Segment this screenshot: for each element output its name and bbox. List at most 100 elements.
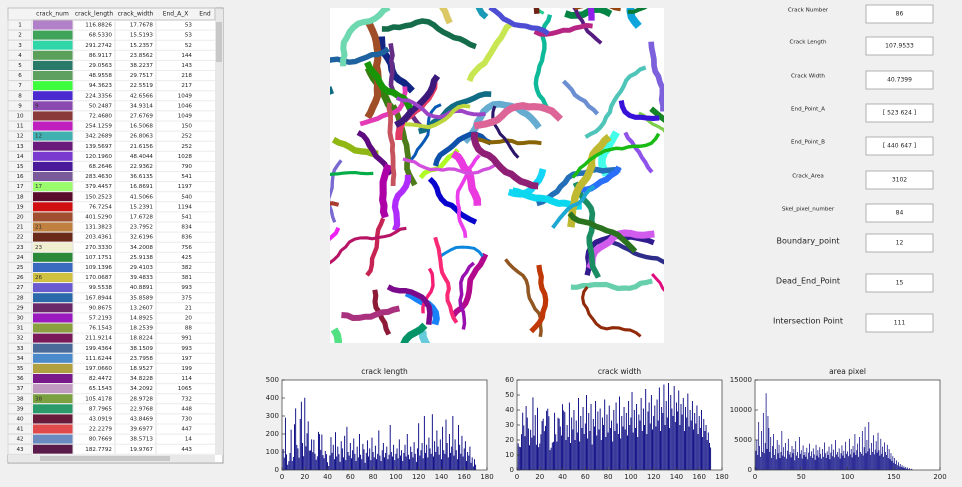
bar bbox=[861, 453, 862, 470]
bar bbox=[850, 449, 852, 470]
cell-length: 379.4457 bbox=[85, 184, 112, 190]
x-tick-label: 40 bbox=[558, 473, 567, 481]
cell-length: 131.3823 bbox=[85, 225, 112, 231]
bar bbox=[549, 450, 551, 470]
bar bbox=[329, 455, 331, 470]
bar bbox=[305, 446, 307, 470]
bar bbox=[761, 431, 762, 470]
field-box[interactable] bbox=[865, 273, 934, 293]
row-number: 4 bbox=[18, 53, 22, 59]
bar bbox=[312, 452, 314, 470]
bar bbox=[638, 414, 640, 470]
bar bbox=[317, 431, 319, 470]
bar bbox=[365, 452, 367, 470]
bar bbox=[330, 437, 332, 470]
bar bbox=[463, 448, 465, 470]
bar bbox=[769, 452, 771, 470]
color-swatch bbox=[33, 192, 73, 202]
bar bbox=[466, 461, 467, 470]
vertical-scrollbar[interactable] bbox=[215, 9, 223, 455]
field-box[interactable] bbox=[865, 70, 934, 90]
bar bbox=[816, 455, 818, 470]
bar bbox=[580, 416, 582, 470]
scroll-thumb[interactable] bbox=[216, 22, 222, 62]
bar bbox=[338, 454, 340, 470]
bar bbox=[566, 425, 568, 470]
field-box[interactable] bbox=[865, 170, 934, 190]
bar bbox=[555, 434, 557, 470]
cell-end-a-x: 150 bbox=[181, 124, 192, 130]
bar bbox=[527, 428, 529, 470]
row-number: 11 bbox=[16, 124, 24, 130]
crack bbox=[473, 102, 564, 130]
crack bbox=[330, 226, 407, 265]
color-swatch bbox=[33, 131, 73, 141]
cell-end-a-x: 993 bbox=[181, 285, 192, 291]
bar bbox=[846, 453, 847, 470]
bar bbox=[343, 457, 344, 470]
field-box[interactable] bbox=[865, 233, 934, 253]
bar bbox=[447, 457, 449, 470]
bar bbox=[379, 455, 381, 470]
color-swatch bbox=[33, 121, 73, 131]
color-swatch bbox=[33, 384, 73, 394]
bar bbox=[669, 428, 671, 470]
field-box[interactable] bbox=[865, 136, 934, 156]
cell-length: 224.3356 bbox=[85, 93, 112, 99]
bar bbox=[631, 392, 633, 470]
bar bbox=[783, 447, 785, 470]
crack bbox=[386, 102, 397, 187]
bar bbox=[678, 390, 680, 470]
crack-num: 9 bbox=[35, 103, 39, 109]
x-tick-label: 80 bbox=[369, 473, 378, 481]
bar bbox=[557, 417, 559, 470]
row-number: 22 bbox=[16, 235, 23, 241]
field-box[interactable] bbox=[865, 313, 934, 333]
crack bbox=[638, 111, 664, 133]
h-scroll-thumb[interactable] bbox=[40, 456, 170, 461]
bar bbox=[897, 465, 898, 470]
bar bbox=[595, 401, 597, 470]
y-tick-label: 20 bbox=[505, 436, 514, 444]
bar bbox=[843, 450, 845, 470]
crack bbox=[572, 8, 603, 45]
bar bbox=[811, 451, 812, 470]
bar bbox=[773, 434, 774, 470]
crack bbox=[439, 8, 453, 25]
crack bbox=[421, 267, 435, 314]
field-box[interactable] bbox=[865, 203, 934, 223]
axes-frame bbox=[281, 379, 488, 471]
bar bbox=[636, 404, 638, 470]
bar bbox=[787, 450, 788, 470]
crack bbox=[551, 184, 596, 229]
bar bbox=[604, 399, 606, 470]
bar bbox=[814, 459, 816, 470]
x-tick-label: 160 bbox=[693, 473, 706, 481]
bar bbox=[686, 417, 688, 470]
bar bbox=[615, 402, 617, 470]
cell-end-a-x: 143 bbox=[181, 63, 192, 69]
cell-length: 109.1396 bbox=[85, 265, 112, 271]
cell-end-a-x: 991 bbox=[181, 336, 192, 342]
bar bbox=[650, 395, 652, 470]
cell-length: 29.0563 bbox=[89, 63, 113, 69]
bar bbox=[822, 449, 823, 470]
bar bbox=[851, 457, 853, 470]
bar bbox=[297, 448, 299, 470]
cell-length: 342.2689 bbox=[85, 134, 112, 140]
chart-title: area pixel bbox=[829, 367, 866, 376]
field-box[interactable] bbox=[865, 36, 934, 56]
bar bbox=[396, 448, 398, 470]
bar bbox=[525, 406, 527, 470]
row-number: 34 bbox=[16, 356, 24, 362]
field-box[interactable] bbox=[865, 4, 934, 24]
bar bbox=[853, 452, 855, 470]
bar bbox=[395, 453, 397, 470]
bar bbox=[372, 452, 374, 470]
bar bbox=[772, 446, 773, 470]
bar bbox=[380, 461, 382, 470]
x-tick-label: 50 bbox=[797, 473, 806, 481]
field-box[interactable] bbox=[865, 103, 934, 123]
bar bbox=[519, 447, 521, 470]
color-swatch bbox=[33, 222, 73, 232]
